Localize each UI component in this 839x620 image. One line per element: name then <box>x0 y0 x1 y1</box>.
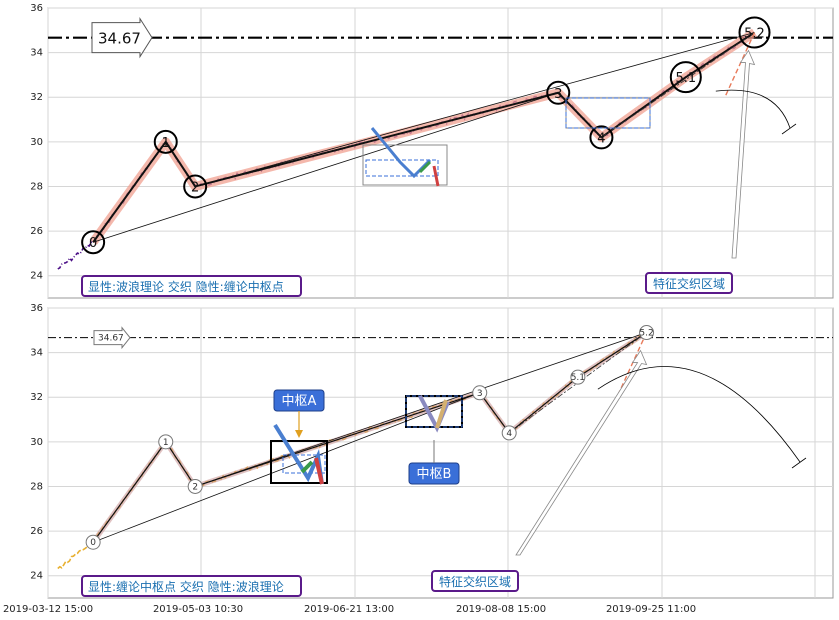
reference-label-arrow <box>91 16 153 59</box>
wave-point-marker <box>738 16 771 49</box>
plot-frame <box>47 307 834 599</box>
trend-channel-lower <box>93 92 559 243</box>
wave-point-label: 1 <box>162 136 170 151</box>
x-tick-label: 2019-06-21 13:00 <box>304 604 394 615</box>
wave-point-marker <box>472 385 488 401</box>
wave-point-label: 3 <box>554 87 562 102</box>
zone-pointer-arrow <box>515 349 648 556</box>
x-tick-label: 2019-09-25 11:00 <box>606 604 696 615</box>
wave-point-marker <box>81 230 106 255</box>
zone-label-box <box>431 570 519 592</box>
reference-label: 34.67 <box>98 30 141 48</box>
wave-point-marker <box>546 80 571 105</box>
x-tick-label: 2019-08-08 15:00 <box>456 604 546 615</box>
wave-point-marker <box>85 534 101 550</box>
wave-point-marker <box>501 425 517 441</box>
wave-point-label: 4 <box>506 429 512 439</box>
wave-point-marker <box>183 174 208 199</box>
center-label-a: 中枢A <box>282 394 317 409</box>
arc-end-tick <box>781 123 797 135</box>
y-tick-label: 28 <box>30 481 43 492</box>
wave-point-marker <box>158 434 174 450</box>
center-pointer-a-head <box>295 430 303 438</box>
center-box-top-1 <box>362 144 448 186</box>
y-tick-label: 34 <box>30 348 43 359</box>
wave-point-label: 5.1 <box>571 373 585 383</box>
arc-annotation <box>597 366 801 463</box>
wave-point-marker <box>570 369 586 385</box>
reference-label: 34.67 <box>98 334 124 344</box>
y-tick-label: 30 <box>30 137 43 148</box>
wave-point-label: 2 <box>191 180 199 195</box>
wave-point-label: 3 <box>477 389 483 399</box>
wave-point-label: 4 <box>597 131 605 146</box>
center-inner-top-2 <box>565 97 651 129</box>
y-tick-label: 32 <box>30 392 43 403</box>
wave-point-marker <box>669 61 702 94</box>
y-tick-label: 32 <box>30 92 43 103</box>
wave-point-label: 0 <box>90 538 96 548</box>
center-stroke-a-green <box>300 460 314 474</box>
y-tick-label: 36 <box>30 3 43 14</box>
y-tick-label: 30 <box>30 437 43 448</box>
zone-label: 特征交织区域 <box>439 574 511 589</box>
wave-line <box>92 31 756 243</box>
center-label-b: 中枢B <box>417 467 452 482</box>
x-tick-label: 2019-05-03 10:30 <box>153 604 243 615</box>
y-tick-label: 36 <box>30 303 43 314</box>
wave-point-label: 5.2 <box>744 27 765 42</box>
wave-point-label: 5.1 <box>675 71 696 86</box>
y-tick-label: 24 <box>30 271 43 282</box>
arc-annotation <box>715 89 791 129</box>
center-stroke-top-red <box>432 165 440 187</box>
wave-point-marker <box>589 125 614 150</box>
projection-dashdot <box>601 32 755 138</box>
trend-channel-lower <box>92 392 480 543</box>
zone-label-box <box>645 272 733 294</box>
bottom-panel: 2426283032343634.67012345.15.2特征交织区域显性:缠… <box>30 303 834 599</box>
legend-text: 显性:波浪理论 交织 隐性:缠论中枢点 <box>88 279 284 294</box>
y-tick-label: 26 <box>30 526 43 537</box>
plot-frame <box>47 7 834 299</box>
center-box-a <box>270 440 328 484</box>
legend-text: 显性:缠论中枢点 交织 隐性:波浪理论 <box>88 579 284 594</box>
wave-point-label: 2 <box>192 482 198 492</box>
center-stroke-top-green <box>418 160 432 174</box>
legend-box <box>81 275 302 297</box>
reference-label-arrow <box>93 326 131 350</box>
center-inner-top-1 <box>365 159 439 177</box>
projection-dashed <box>617 332 648 396</box>
y-tick-label: 24 <box>30 571 43 582</box>
wave-point-marker <box>187 478 203 494</box>
arc-end-tick <box>791 457 807 469</box>
zone-pointer-arrow <box>731 49 756 259</box>
y-tick-label: 34 <box>30 48 43 59</box>
trend-channel-upper <box>195 32 755 187</box>
center-inner-b <box>405 395 463 428</box>
top-panel: 2426283032343634.67012345.15.2特征交织区域显性:波… <box>30 3 834 299</box>
y-tick-label: 28 <box>30 181 43 192</box>
center-stroke-b-gold <box>435 399 448 429</box>
wave-point-marker <box>639 325 655 341</box>
legend-box <box>81 575 302 597</box>
wave-point-label: 0 <box>89 236 97 251</box>
zone-label: 特征交织区域 <box>653 276 725 291</box>
wave-point-marker <box>153 129 178 154</box>
projection-dashed <box>725 32 756 96</box>
wave-point-label: 5.2 <box>639 329 653 339</box>
center-stroke-a-red <box>314 457 324 485</box>
wave-point-label: 1 <box>163 438 169 448</box>
x-tick-label: 2019-03-12 15:00 <box>3 604 93 615</box>
y-tick-label: 26 <box>30 226 43 237</box>
